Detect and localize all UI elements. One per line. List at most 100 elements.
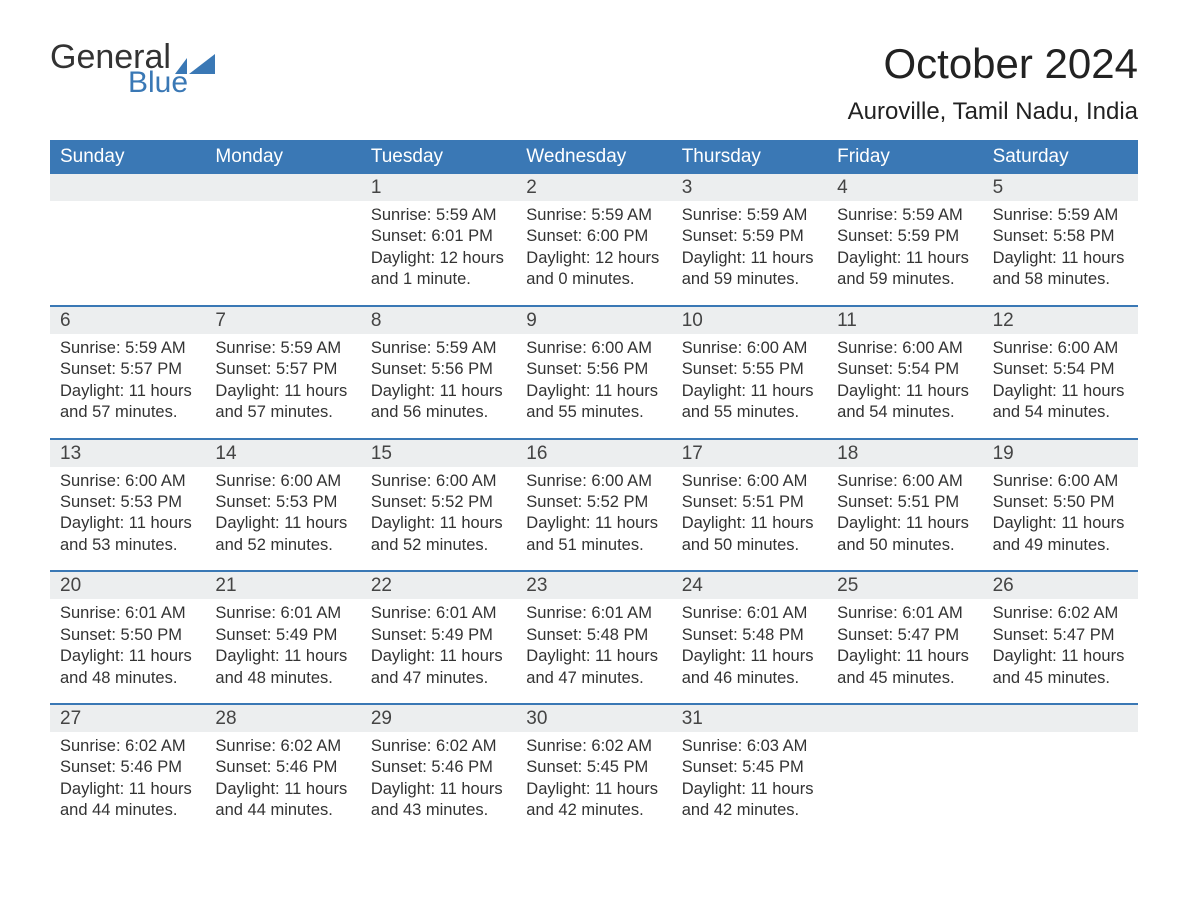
- day-number: 28: [205, 705, 360, 732]
- day-number: 14: [205, 440, 360, 467]
- week-daynum-row: 12345: [50, 174, 1138, 201]
- sunrise-text: Sunrise: 6:00 AM: [837, 471, 972, 492]
- day-number: 20: [50, 572, 205, 599]
- day-number: [50, 174, 205, 201]
- sunset-text: Sunset: 5:46 PM: [60, 757, 195, 778]
- sunset-text: Sunset: 5:57 PM: [215, 359, 350, 380]
- day-number: 9: [516, 307, 671, 334]
- day-number: [827, 705, 982, 732]
- sunrise-text: Sunrise: 6:01 AM: [682, 603, 817, 624]
- daylight-text: Daylight: 11 hours and 59 minutes.: [837, 248, 972, 291]
- day-number: 3: [672, 174, 827, 201]
- day-cell: [205, 201, 360, 291]
- day-number: 11: [827, 307, 982, 334]
- sunrise-text: Sunrise: 6:02 AM: [526, 736, 661, 757]
- sunset-text: Sunset: 5:47 PM: [993, 625, 1128, 646]
- daylight-text: Daylight: 11 hours and 55 minutes.: [682, 381, 817, 424]
- sunrise-text: Sunrise: 5:59 AM: [526, 205, 661, 226]
- sunrise-text: Sunrise: 6:00 AM: [215, 471, 350, 492]
- sunrise-text: Sunrise: 6:01 AM: [215, 603, 350, 624]
- page-title: October 2024: [848, 40, 1138, 88]
- day-cell: Sunrise: 6:00 AMSunset: 5:52 PMDaylight:…: [361, 467, 516, 557]
- day-number: 24: [672, 572, 827, 599]
- daylight-text: Daylight: 11 hours and 42 minutes.: [682, 779, 817, 822]
- day-cell: Sunrise: 6:01 AMSunset: 5:49 PMDaylight:…: [205, 599, 360, 689]
- daylight-text: Daylight: 11 hours and 47 minutes.: [526, 646, 661, 689]
- week-body-row: Sunrise: 5:59 AM Sunset: 6:01 PM Daylight:…: [50, 201, 1138, 305]
- day-cell: Sunrise: 6:00 AMSunset: 5:55 PMDaylight:…: [672, 334, 827, 424]
- daylight-text: Daylight: 11 hours and 45 minutes.: [993, 646, 1128, 689]
- dow-wednesday: Wednesday: [516, 140, 671, 174]
- day-cell: Sunrise: 5:59 AMSunset: 5:56 PMDaylight:…: [361, 334, 516, 424]
- sunrise-text: Sunrise: 5:59 AM: [371, 338, 506, 359]
- day-number: 25: [827, 572, 982, 599]
- day-cell: Sunrise: 6:00 AMSunset: 5:53 PMDaylight:…: [205, 467, 360, 557]
- day-number: 22: [361, 572, 516, 599]
- sunrise-text: Sunrise: 6:01 AM: [526, 603, 661, 624]
- day-cell: Sunrise: 6:00 AMSunset: 5:52 PMDaylight:…: [516, 467, 671, 557]
- sunset-text: Sunset: 5:49 PM: [371, 625, 506, 646]
- brand-logo: General Blue: [50, 40, 215, 98]
- sunrise-text: Sunrise: 6:00 AM: [526, 338, 661, 359]
- daylight-text: Daylight: 11 hours and 55 minutes.: [526, 381, 661, 424]
- day-cell: Sunrise: 5:59 AMSunset: 5:59 PMDaylight:…: [827, 201, 982, 291]
- day-cell: Sunrise: 5:59 AMSunset: 5:58 PMDaylight:…: [983, 201, 1138, 291]
- sunset-text: Sunset: 5:49 PM: [215, 625, 350, 646]
- sunrise-text: Sunrise: 5:59 AM: [993, 205, 1128, 226]
- daylight-text: Daylight: 11 hours and 50 minutes.: [682, 513, 817, 556]
- week-daynum-row: 6789101112: [50, 305, 1138, 334]
- week-daynum-row: 2728293031: [50, 703, 1138, 732]
- daylight-text: Daylight: 11 hours and 48 minutes.: [60, 646, 195, 689]
- day-number: 6: [50, 307, 205, 334]
- day-number: [983, 705, 1138, 732]
- day-cell: Sunrise: 6:00 AMSunset: 5:51 PMDaylight:…: [672, 467, 827, 557]
- day-number: 27: [50, 705, 205, 732]
- daylight-text: Daylight: 11 hours and 48 minutes.: [215, 646, 350, 689]
- sunset-text: Sunset: 5:58 PM: [993, 226, 1128, 247]
- daylight-text: Daylight: 11 hours and 57 minutes.: [60, 381, 195, 424]
- day-number: 26: [983, 572, 1138, 599]
- sunset-text: Sunset: 5:48 PM: [682, 625, 817, 646]
- daylight-text: Daylight: 12 hours and 0 minutes.: [526, 248, 661, 291]
- day-number: 4: [827, 174, 982, 201]
- sunset-text: Sunset: 6:00 PM: [526, 226, 661, 247]
- sunrise-text: Sunrise: 6:00 AM: [526, 471, 661, 492]
- day-number: [205, 174, 360, 201]
- day-number: 23: [516, 572, 671, 599]
- day-number: 7: [205, 307, 360, 334]
- week-body-row: Sunrise: 5:59 AM Sunset: 5:57 PM Daylight:…: [50, 334, 1138, 438]
- daylight-text: Daylight: 11 hours and 42 minutes.: [526, 779, 661, 822]
- day-cell: Sunrise: 6:02 AMSunset: 5:45 PMDaylight:…: [516, 732, 671, 822]
- day-cell: Sunrise: 6:00 AMSunset: 5:50 PMDaylight:…: [983, 467, 1138, 557]
- day-cell: Sunrise: 6:01 AMSunset: 5:48 PMDaylight:…: [672, 599, 827, 689]
- sunrise-text: Sunrise: 6:02 AM: [993, 603, 1128, 624]
- day-cell: Sunrise: 6:00 AMSunset: 5:54 PMDaylight:…: [827, 334, 982, 424]
- calendar-grid: Sunday Monday Tuesday Wednesday Thursday…: [50, 140, 1138, 836]
- day-cell: [983, 732, 1138, 822]
- day-number: 18: [827, 440, 982, 467]
- sunset-text: Sunset: 5:52 PM: [526, 492, 661, 513]
- sunset-text: Sunset: 6:01 PM: [371, 226, 506, 247]
- sunset-text: Sunset: 5:51 PM: [682, 492, 817, 513]
- daylight-text: Daylight: 11 hours and 46 minutes.: [682, 646, 817, 689]
- day-number: 12: [983, 307, 1138, 334]
- sunrise-text: Sunrise: 6:00 AM: [682, 471, 817, 492]
- day-cell: Sunrise: 5:59 AMSunset: 6:01 PMDaylight:…: [361, 201, 516, 291]
- sunrise-text: Sunrise: 6:00 AM: [371, 471, 506, 492]
- week-body-row: Sunrise: 6:01 AMSunset: 5:50 PMDaylight:…: [50, 599, 1138, 703]
- day-cell: Sunrise: 6:01 AMSunset: 5:50 PMDaylight:…: [50, 599, 205, 689]
- brand-word-2: Blue: [128, 68, 215, 98]
- dow-friday: Friday: [827, 140, 982, 174]
- week-body-row: Sunrise: 6:00 AMSunset: 5:53 PMDaylight:…: [50, 467, 1138, 571]
- daylight-text: Daylight: 11 hours and 47 minutes.: [371, 646, 506, 689]
- sunset-text: Sunset: 5:59 PM: [837, 226, 972, 247]
- sunset-text: Sunset: 5:48 PM: [526, 625, 661, 646]
- dow-sunday: Sunday: [50, 140, 205, 174]
- daylight-text: Daylight: 11 hours and 50 minutes.: [837, 513, 972, 556]
- sunset-text: Sunset: 5:59 PM: [682, 226, 817, 247]
- day-cell: Sunrise: 6:00 AMSunset: 5:53 PMDaylight:…: [50, 467, 205, 557]
- day-cell: Sunrise: 6:00 AMSunset: 5:56 PMDaylight:…: [516, 334, 671, 424]
- day-of-week-header: Sunday Monday Tuesday Wednesday Thursday…: [50, 140, 1138, 174]
- daylight-text: Daylight: 11 hours and 51 minutes.: [526, 513, 661, 556]
- sunset-text: Sunset: 5:51 PM: [837, 492, 972, 513]
